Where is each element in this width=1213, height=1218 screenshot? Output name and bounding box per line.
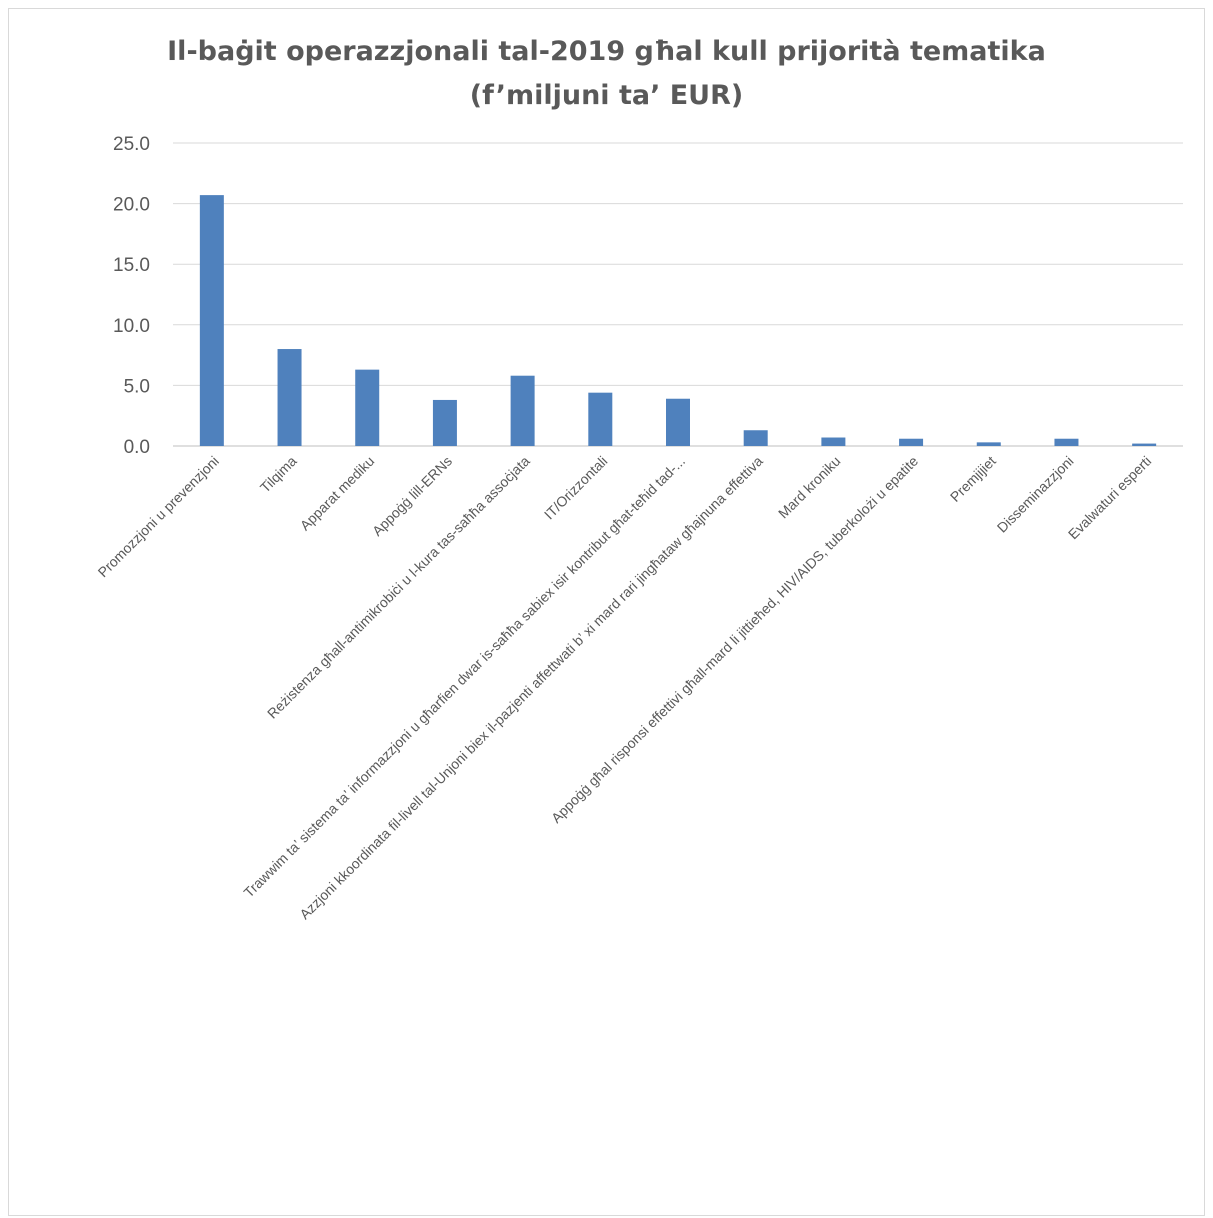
x-category-label: Apparat mediku	[297, 453, 378, 534]
gridlines	[173, 142, 1183, 447]
y-tick-label: 5.0	[124, 376, 150, 397]
bar	[821, 437, 846, 446]
chart-title-line-2: (f’miljuni ta’ EUR)	[469, 80, 744, 111]
bar	[277, 349, 302, 446]
y-tick-label: 20.0	[113, 195, 150, 216]
bar	[588, 392, 613, 446]
bar	[1132, 443, 1157, 446]
y-tick-label: 15.0	[113, 255, 150, 276]
x-category-label: Appoġġ lill-ERNs	[369, 453, 455, 539]
chart-title: Il-baġit operazzjonali tal-2019 għal kul…	[0, 30, 1213, 118]
bar	[976, 442, 1001, 446]
x-category-label: Disseminazzjoni	[994, 453, 1077, 536]
x-axis-category-labels: Promozzjoni u prevenzjoni TilqimaApparat …	[95, 453, 1155, 923]
bars	[199, 195, 1157, 446]
chart-title-line-1: Il-baġit operazzjonali tal-2019 għal kul…	[167, 36, 1046, 67]
y-tick-label: 25.0	[113, 134, 150, 155]
bar	[899, 438, 924, 446]
bar	[510, 375, 535, 446]
x-category-label: Premjijiet	[947, 453, 999, 505]
y-tick-label: 10.0	[113, 316, 150, 337]
y-tick-label: 0.0	[124, 437, 150, 458]
x-category-label: Tilqima	[257, 453, 300, 496]
y-axis-tick-labels: 0.0 5.0 10.0 15.0 20.0 25.0	[113, 134, 150, 458]
x-category-label: Mard kroniku	[775, 453, 844, 522]
x-category-label: IT/Orizzontali	[541, 453, 611, 523]
x-category-label: Evalwaturi esperti	[1065, 453, 1154, 542]
bar	[432, 399, 457, 446]
bar	[666, 398, 690, 446]
bar	[1054, 438, 1079, 446]
x-category-label: Promozzjoni u prevenzjoni	[95, 453, 222, 580]
bar	[355, 369, 380, 446]
x-category-label: Appoġġ għal risponsi effettivi għall-mar…	[548, 453, 921, 826]
bar	[199, 195, 224, 446]
x-category-label: Reżistenza għall-antimikrobiċi u l-kura …	[264, 453, 533, 722]
bar	[743, 430, 768, 446]
